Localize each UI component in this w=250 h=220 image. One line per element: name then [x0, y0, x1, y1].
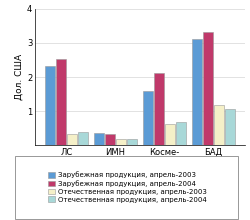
- Bar: [94, 133, 104, 145]
- Bar: [154, 73, 164, 145]
- Bar: [127, 139, 136, 145]
- Legend: Зарубежная продукция, апрель-2003, Зарубежная продукция, апрель-2004, Отечествен: Зарубежная продукция, апрель-2003, Заруб…: [46, 169, 209, 205]
- Y-axis label: Дол. США: Дол. США: [15, 54, 24, 100]
- Bar: [176, 122, 186, 145]
- Bar: [78, 132, 88, 145]
- Bar: [45, 66, 55, 145]
- Bar: [214, 105, 224, 145]
- Bar: [165, 124, 175, 145]
- Bar: [192, 39, 202, 145]
- FancyBboxPatch shape: [15, 156, 238, 219]
- Bar: [144, 91, 153, 145]
- Bar: [203, 32, 213, 145]
- Bar: [116, 139, 126, 145]
- Bar: [225, 109, 235, 145]
- Bar: [67, 134, 77, 145]
- Bar: [105, 134, 115, 145]
- Bar: [56, 59, 66, 145]
